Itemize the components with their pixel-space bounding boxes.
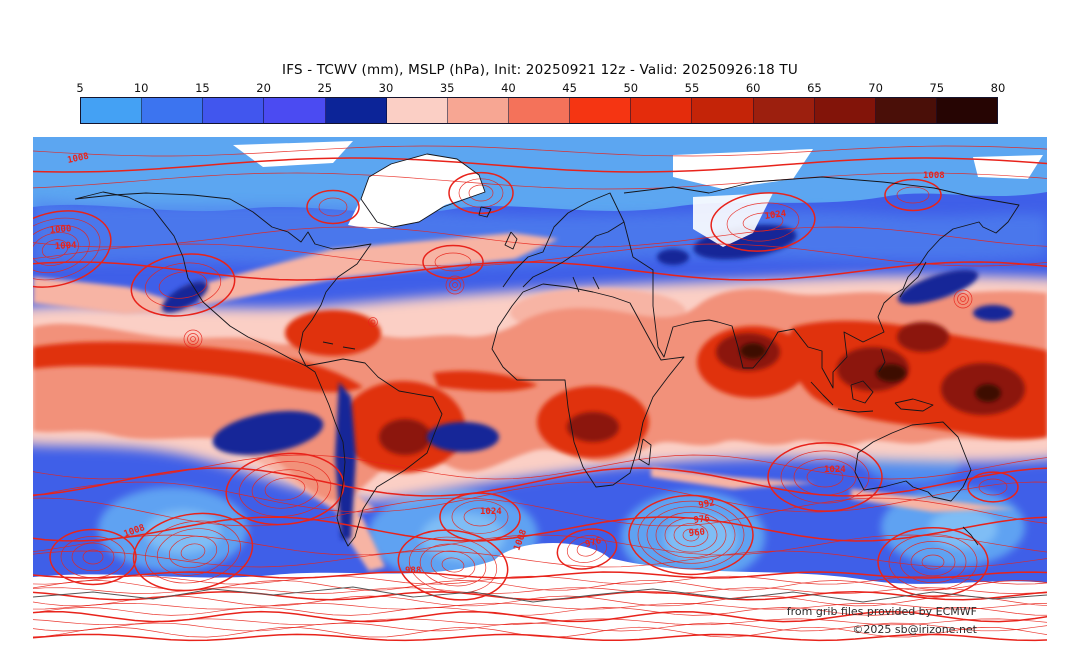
mslp-contour-label: 1008 (923, 171, 945, 181)
colorbar-cell (447, 98, 509, 123)
colorbar-tick: 75 (929, 81, 945, 95)
colorbar-tick: 35 (439, 81, 455, 95)
colorbar-cell (264, 98, 326, 123)
map-canvas: 1008100010041024100810241008988100810249… (33, 137, 1047, 645)
colorbar-tick: 15 (195, 81, 210, 95)
colorbar-cell (508, 98, 571, 123)
mslp-contour-label: 976 (584, 536, 602, 550)
extreme-tcwv-cores (740, 343, 1001, 402)
colorbar-tick: 70 (868, 81, 883, 95)
colorbar-tick: 20 (256, 81, 271, 95)
world-map: 1008 1000 1004 1024 1008 1024 1008 988 1008 1024 9… (33, 137, 1047, 645)
colorbar-cell (936, 98, 998, 123)
colorbar-cell (692, 98, 754, 123)
mslp-contour-labels: 1008100010041024100810241008988100810249… (49, 152, 944, 576)
colorbar-tick: 45 (562, 81, 577, 95)
colorbar-cell (142, 98, 204, 123)
mslp-contour-label: 976 (693, 514, 710, 526)
colorbar-tick: 55 (684, 81, 700, 95)
colorbar-cell (325, 98, 387, 123)
colorbar (80, 97, 998, 124)
colorbar-cell (386, 98, 448, 123)
colorbar-cell (81, 98, 143, 123)
colorbar-cell (753, 98, 815, 123)
mslp-contour-label: 1008 (67, 152, 90, 166)
colorbar-cell (814, 98, 876, 123)
colorbar-tick: 65 (807, 81, 822, 95)
mslp-contour-label: 1000 (49, 224, 71, 236)
colorbar-tick: 80 (990, 81, 1006, 95)
colorbar-cell (875, 98, 937, 123)
chart-title: IFS - TCWV (mm), MSLP (hPa), Init: 20250… (282, 62, 798, 78)
colorbar-cell (570, 98, 632, 123)
colorbar-tick: 50 (623, 81, 639, 95)
colorbar-tick: 25 (317, 81, 333, 95)
mslp-contour-label: 992 (698, 498, 716, 511)
mslp-contour-label: 1024 (824, 465, 846, 475)
colorbar-tick: 30 (378, 81, 394, 95)
colorbar-tick: 10 (133, 81, 149, 95)
mslp-contours (33, 145, 1047, 642)
mslp-contour-label: 1024 (480, 507, 502, 517)
mslp-contour-label: 988 (405, 566, 421, 576)
colorbar-tick: 60 (745, 81, 761, 95)
cyclone-icon (183, 275, 973, 349)
mslp-contour-label: 1024 (764, 209, 787, 222)
colorbar-tick: 40 (501, 81, 516, 95)
colorbar-cell (631, 98, 693, 123)
colorbar-tick: 5 (76, 81, 84, 95)
attribution-source: from grib files provided by ECMWF (786, 605, 977, 618)
mslp-contour-label: 960 (688, 528, 705, 539)
colorbar-cell (203, 98, 265, 123)
mslp-contour-label: 1004 (55, 241, 78, 252)
colorbar-tick-labels: 5 10 15 20 25 30 35 40 45 50 55 60 65 70 75 80 (0, 81, 1080, 95)
coastlines (33, 153, 1047, 603)
attribution-copyright: ©2025 sb@irizone.net (852, 623, 977, 636)
